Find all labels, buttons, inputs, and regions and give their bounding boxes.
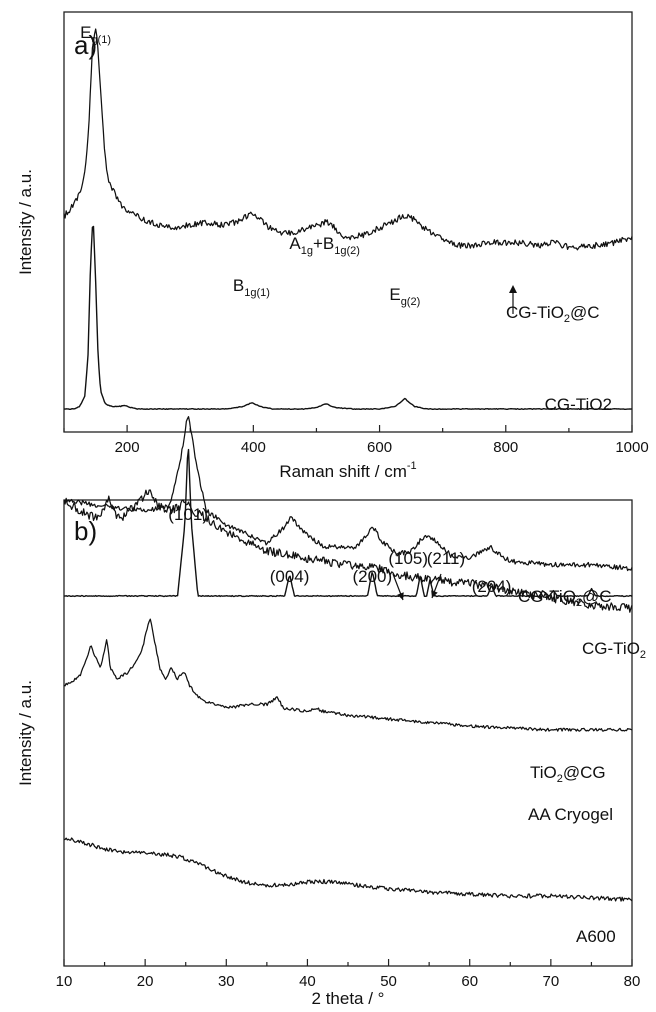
panel-b-annotation-200: (200) [352, 567, 392, 586]
panel-a-tick-label-600: 600 [367, 439, 392, 456]
panel-b-series-aa-cryogel [63, 618, 633, 732]
panel-a-series-label-cg-tio2: CG-TiO2 [545, 395, 612, 414]
panel-b-annotation-101: (101) [168, 505, 208, 524]
panel-b-annotation-204: (204) [472, 577, 512, 596]
panel-b-x-tick-labels: 10 20 30 40 50 60 70 80 [56, 973, 641, 990]
panel-b-annotation-211: (211) [427, 549, 465, 568]
panel-a-annotation-e-g-1: Eg(1) [80, 23, 111, 46]
panel-b-annotation-105: (105) [388, 549, 428, 568]
panel-a-annotations: Eg(1) B1g(1) A1g+B1g(2) Eg(2) [80, 23, 517, 314]
panel-b-tick-label-30: 30 [218, 973, 235, 990]
panel-a-xlabel-sup: -1 [407, 460, 417, 472]
panel-b-label: b) [74, 516, 97, 546]
panel-b-series-label-cg-tio2: CG-TiO2 [582, 639, 646, 661]
panel-a-x-ticks [63, 425, 633, 432]
panel-a-series-cg-tio2 [63, 225, 633, 411]
panel-b-series-labels: CG-TiO2@C CG-TiO2 TiO2@CG AA Cryogel A600 [518, 587, 646, 946]
panel-b-annotations: (101) (004) (200)(105)(211) (204) [168, 505, 512, 601]
panel-a-tick-label-200: 200 [115, 439, 140, 456]
panel-b-annotation-004: (004) [270, 567, 310, 586]
panel-a-annotation-b-1g-1: B1g(1) [233, 276, 270, 299]
panel-a-frame [63, 11, 633, 433]
panel-a-label: a) [74, 30, 97, 60]
panel-b-series-label-aa-cryogel: AA Cryogel [528, 805, 613, 824]
panel-a-xlabel: Raman shift / cm-1 [279, 460, 416, 481]
panel-b-annotation-arrow-105 [392, 573, 404, 601]
panel-b-tick-label-40: 40 [299, 973, 316, 990]
panel-b-tick-label-10: 10 [56, 973, 73, 990]
panel-b-series-a600 [63, 837, 633, 902]
panel-b-tick-label-60: 60 [461, 973, 478, 990]
panel-a-series [63, 28, 633, 411]
panel-b-tick-label-70: 70 [543, 973, 560, 990]
panel-b-tick-label-20: 20 [137, 973, 154, 990]
panel-b-series-tio2-cg [63, 489, 633, 613]
panel-a-series-cg-tio2-c [63, 28, 633, 251]
panel-a-series-labels: CG-TiO2@C CG-TiO2 [506, 303, 612, 414]
panel-a-annotation-e-g-2: Eg(2) [389, 285, 420, 308]
panel-a-x-tick-labels: 200 400 600 800 1000 [115, 439, 649, 456]
panel-b-series-cg-tio2-c [64, 416, 633, 572]
panel-b-series [63, 416, 633, 902]
panel-b-series-label-a600: A600 [576, 927, 616, 946]
panel-b-x-ticks [63, 959, 633, 966]
panel-a-ylabel: Intensity / a.u. [16, 169, 35, 275]
panel-a-annotation-a-1g-1g-2: A1g+B1g(2) [289, 234, 360, 257]
panel-a-tick-label-1000: 1000 [615, 439, 648, 456]
panel-b-xlabel: 2 theta / ° [312, 989, 385, 1008]
panel-b: 10 20 30 40 50 60 70 80 CG-TiO2@C CG-TiO2 TiO2@CG… [16, 416, 646, 1008]
panel-b-series-label-tio2-cg: TiO2@CG [530, 763, 606, 785]
panel-a-series-label-cg-tio2-c: CG-TiO2@C [506, 303, 600, 325]
panel-b-series-label-cg-tio2-c: CG-TiO2@C [518, 587, 612, 609]
panel-a: 200 400 600 800 1000 CG-TiO2@C CG-TiO2 Eg(1) B… [16, 11, 649, 481]
panel-a-tick-label-400: 400 [241, 439, 266, 456]
panel-a-tick-label-800: 800 [493, 439, 518, 456]
panel-b-tick-label-50: 50 [380, 973, 397, 990]
panel-b-ylabel: Intensity / a.u. [16, 680, 35, 786]
panel-a-annotation-arrow [509, 285, 517, 314]
panel-b-tick-label-80: 80 [624, 973, 641, 990]
panel-b-annotation-arrow-211 [431, 573, 442, 599]
